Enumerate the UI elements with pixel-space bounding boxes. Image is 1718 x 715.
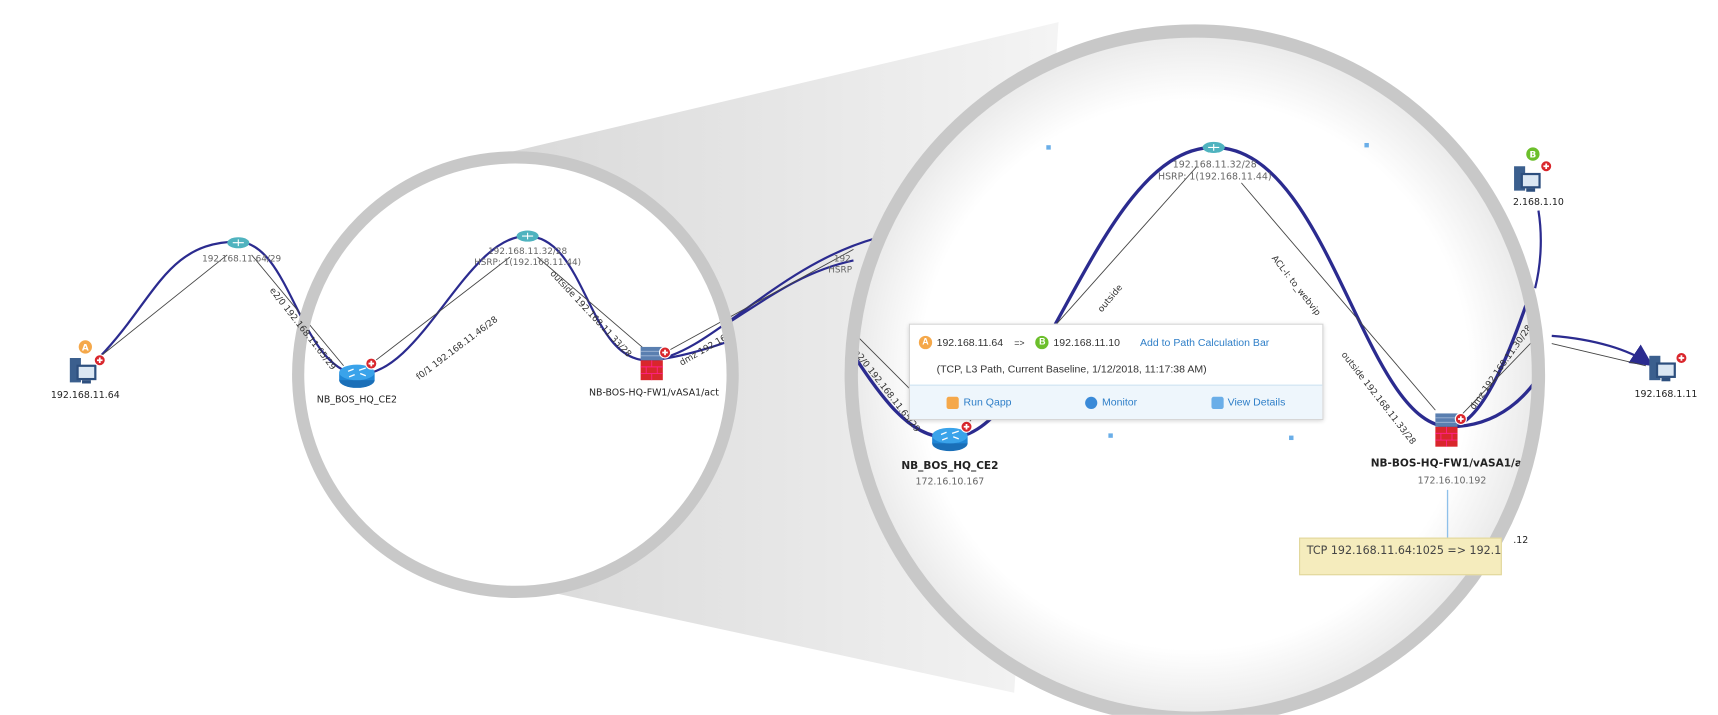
view-details-label: View Details [1227, 396, 1286, 409]
switch-hsrp: HSRP: 1(192.168.11.44) [1158, 172, 1272, 183]
monitor-label: Monitor [1102, 396, 1138, 409]
router-label: NB_BOS_HQ_CE2 [317, 394, 397, 405]
badge-a-text: A [82, 343, 89, 353]
expand-plus-icon[interactable] [960, 420, 973, 434]
expand-plus-icon[interactable] [1539, 159, 1553, 173]
arrow-text: => [1014, 337, 1025, 348]
path-arrow [1551, 334, 1653, 367]
host-b-label: 2.168.1.10 [1513, 197, 1564, 208]
monitor-icon [1085, 396, 1098, 409]
expand-plus-icon[interactable] [1454, 412, 1468, 426]
expand-plus-icon[interactable] [364, 357, 378, 370]
firewall-name: NB-BOS-HQ-FW1/vASA1/act [1371, 458, 1534, 470]
router-ip: 172.16.10.167 [915, 476, 984, 487]
switch1-label: 192.168.11.64/29 [202, 255, 281, 265]
path-tooltip: A 192.168.11.64 => B 192.168.11.10 Add t… [908, 323, 1324, 421]
server-pc-icon[interactable] [1514, 166, 1541, 192]
view-details-button[interactable]: View Details [1210, 396, 1286, 409]
badge-b-icon: B [1035, 335, 1049, 350]
switch-label: 192.168.11.32/28 [1173, 159, 1257, 170]
switch2-label: 192.168.11.32/28 [488, 247, 567, 257]
router-icon[interactable] [931, 427, 969, 452]
server-pc-icon[interactable] [1649, 355, 1676, 382]
firewall-ip: 172.16.10.192 [1418, 475, 1487, 486]
badge-b-text: B [1530, 150, 1537, 160]
qapp-icon [946, 396, 960, 409]
small-magnifier [298, 157, 733, 592]
partial-label: .12 [1513, 535, 1528, 546]
switch-icon[interactable] [515, 229, 540, 243]
badge-b-icon [1526, 147, 1540, 161]
dest-ip: 192.168.11.10 [1053, 336, 1120, 349]
badge-a-icon: A [918, 335, 933, 350]
switch3-partial-hsrp: HSRP [828, 266, 852, 276]
badge-a-icon [78, 340, 92, 354]
server-pc-icon[interactable] [69, 358, 97, 384]
path-details: (TCP, L3 Path, Current Baseline, 1/12/20… [936, 363, 1207, 376]
switch-icon[interactable] [1202, 141, 1226, 154]
expand-plus-icon[interactable] [93, 353, 107, 367]
host-a-label: 192.168.11.64 [51, 390, 120, 401]
expand-plus-icon[interactable] [658, 346, 672, 359]
run-qapp-button[interactable]: Run Qapp [946, 396, 1012, 409]
firewall-label: NB-BOS-HQ-FW1/vASA1/act [589, 388, 719, 399]
source-ip: 192.168.11.64 [936, 336, 1004, 349]
flow-tooltip: TCP 192.168.11.64:1025 => 192.1 [1299, 537, 1502, 576]
switch2-hsrp: HSRP: 1(192.168.11.44) [474, 258, 581, 268]
add-to-path-calculation-link[interactable]: Add to Path Calculation Bar [1139, 336, 1270, 349]
firewall-icon[interactable] [1434, 412, 1459, 448]
host-right-label: 192.168.1.11 [1634, 389, 1697, 400]
switch3-partial-label: 192 [834, 255, 851, 265]
run-qapp-label: Run Qapp [963, 396, 1012, 409]
monitor-button[interactable]: Monitor [1085, 396, 1138, 409]
expand-plus-icon[interactable] [1674, 351, 1688, 365]
router-name: NB_BOS_HQ_CE2 [901, 460, 998, 472]
link-line [99, 254, 228, 358]
view-details-icon [1210, 396, 1224, 409]
tooltip-actions: Run Qapp Monitor View Details [909, 384, 1323, 419]
switch-icon[interactable] [226, 236, 250, 249]
